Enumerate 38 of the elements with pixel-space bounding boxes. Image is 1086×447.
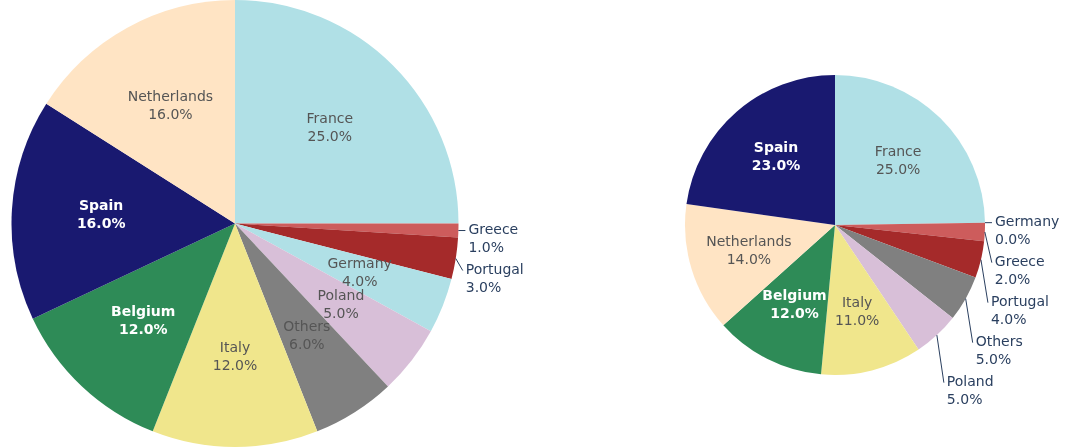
legend-label: Germany — [994, 213, 1060, 230]
data-label: 16.0% — [76, 214, 126, 231]
slice-label: Spain — [79, 196, 124, 213]
data-label: 4.0% — [990, 311, 1027, 328]
data-label: 4.0% — [341, 272, 378, 289]
slice-label: France — [306, 110, 354, 127]
data-label: 3.0% — [465, 279, 502, 296]
slice-label: France — [874, 142, 922, 159]
slice-label: Poland — [317, 287, 365, 304]
data-label: 5.0% — [946, 391, 983, 408]
data-label: 11.0% — [834, 311, 880, 328]
data-label: 14.0% — [726, 250, 772, 267]
slice-label: Greece — [468, 221, 519, 238]
slice-label: Portugal — [990, 293, 1049, 310]
slice-label: Portugal — [465, 261, 524, 278]
data-label: 16.0% — [148, 105, 193, 122]
data-label: 23.0% — [751, 156, 801, 173]
slice-label: Others — [975, 333, 1023, 350]
slice-label: Italy — [219, 339, 251, 356]
slice-label: Netherlands — [127, 87, 214, 104]
data-label: 2.0% — [994, 271, 1031, 288]
slice-label: Belgium — [111, 302, 176, 319]
slice-label: Italy — [841, 293, 873, 310]
data-label: 25.0% — [875, 160, 921, 177]
data-label: 12.0% — [212, 357, 258, 374]
data-label: 5.0% — [975, 351, 1012, 368]
data-label: 12.0% — [770, 305, 819, 322]
slice-label: Germany — [327, 254, 392, 271]
data-label: 1.0% — [468, 239, 504, 256]
slice-label: Spain — [753, 138, 799, 155]
data-label: 5.0% — [323, 305, 359, 322]
slice-label: Belgium — [762, 287, 827, 304]
data-label: 25.0% — [307, 128, 353, 145]
text: 0.0% — [994, 231, 1031, 248]
slice-label: Poland — [946, 373, 994, 390]
slice-label: Netherlands — [706, 232, 792, 249]
data-label: 12.0% — [118, 320, 168, 337]
slice-label: Greece — [994, 253, 1045, 270]
